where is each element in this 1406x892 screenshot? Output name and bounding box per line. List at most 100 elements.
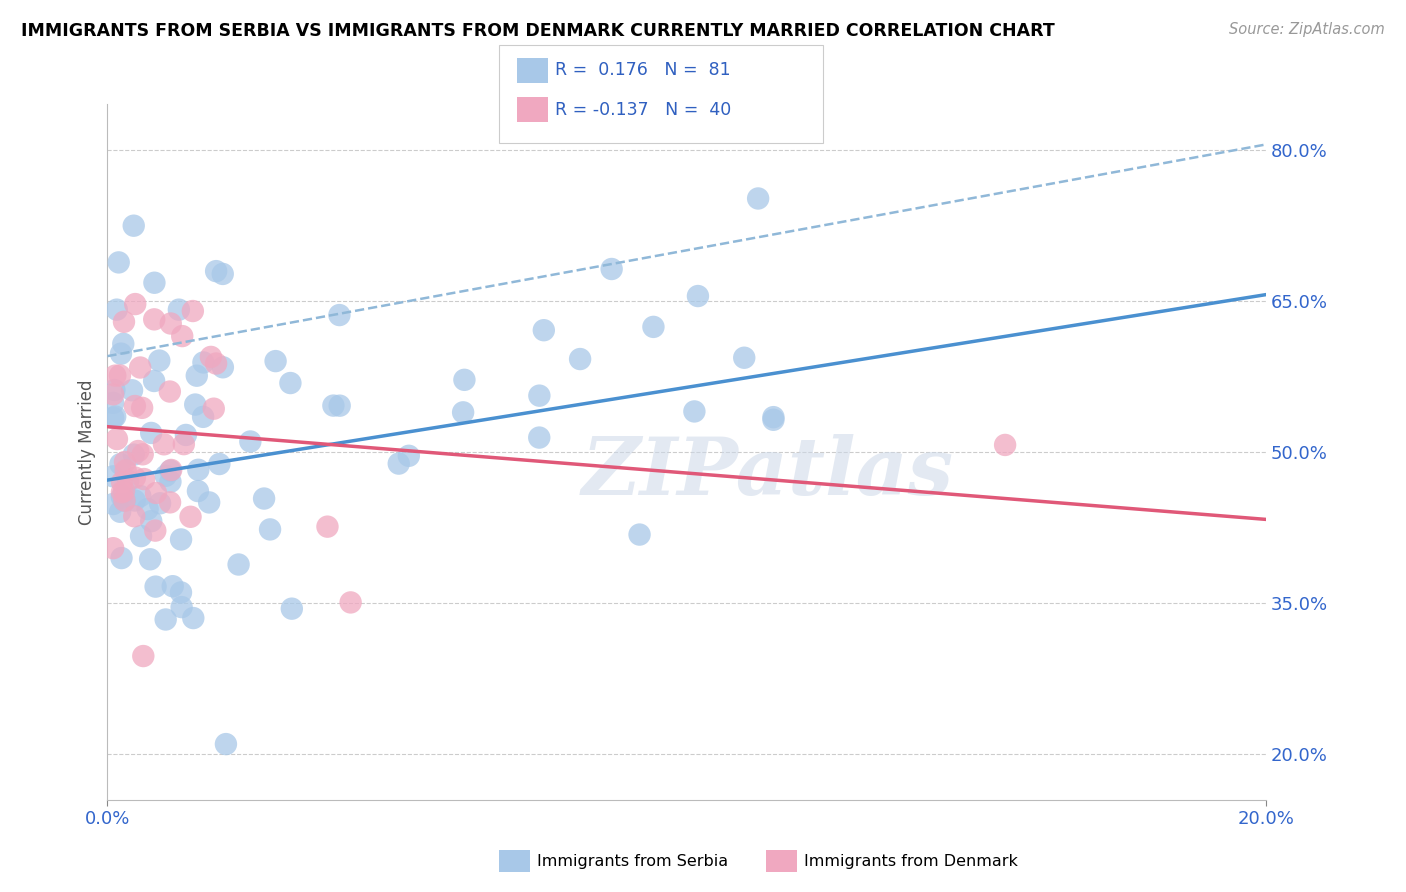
- Point: [136, 502, 159, 516]
- Point: [122, 509, 145, 524]
- Point: [322, 399, 344, 413]
- Point: [180, 509, 202, 524]
- Point: [167, 302, 190, 317]
- Point: [569, 352, 592, 367]
- Point: [215, 737, 238, 751]
- Point: [187, 463, 209, 477]
- Point: [398, 449, 420, 463]
- Point: [159, 384, 181, 399]
- Point: [112, 336, 135, 351]
- Text: ZIPatlas: ZIPatlas: [582, 434, 953, 511]
- Point: [148, 353, 170, 368]
- Point: [111, 475, 134, 490]
- Point: [131, 401, 153, 415]
- Point: [205, 264, 228, 278]
- Point: [108, 505, 131, 519]
- Point: [173, 437, 195, 451]
- Point: [104, 368, 127, 383]
- Point: [264, 354, 287, 368]
- Point: [181, 611, 204, 625]
- Point: [451, 405, 474, 419]
- Point: [112, 483, 135, 498]
- Point: [132, 447, 155, 461]
- Point: [388, 457, 411, 471]
- Y-axis label: Currently Married: Currently Married: [79, 379, 96, 524]
- Point: [104, 409, 127, 424]
- Point: [101, 541, 124, 556]
- Point: [160, 463, 183, 477]
- Point: [259, 523, 281, 537]
- Point: [129, 360, 152, 375]
- Point: [129, 489, 152, 503]
- Point: [200, 350, 222, 364]
- Text: IMMIGRANTS FROM SERBIA VS IMMIGRANTS FROM DENMARK CURRENTLY MARRIED CORRELATION : IMMIGRANTS FROM SERBIA VS IMMIGRANTS FRO…: [21, 22, 1054, 40]
- Point: [239, 434, 262, 449]
- Point: [733, 351, 755, 365]
- Point: [114, 493, 136, 508]
- Point: [600, 262, 623, 277]
- Point: [281, 601, 304, 615]
- Point: [111, 485, 134, 500]
- Point: [328, 308, 350, 322]
- Point: [103, 383, 125, 397]
- Point: [127, 444, 149, 458]
- Point: [114, 493, 136, 508]
- Point: [117, 474, 139, 488]
- Point: [110, 551, 132, 566]
- Point: [159, 475, 181, 489]
- Point: [529, 431, 551, 445]
- Point: [193, 355, 215, 369]
- Point: [212, 360, 235, 375]
- Point: [132, 472, 155, 486]
- Text: R =  0.176   N =  81: R = 0.176 N = 81: [555, 62, 731, 79]
- Point: [153, 437, 176, 451]
- Text: Immigrants from Serbia: Immigrants from Serbia: [537, 855, 728, 869]
- Point: [747, 192, 769, 206]
- Point: [280, 376, 302, 390]
- Point: [132, 648, 155, 663]
- Point: [114, 463, 136, 477]
- Point: [143, 312, 166, 326]
- Point: [202, 401, 225, 416]
- Point: [105, 432, 128, 446]
- Point: [628, 527, 651, 541]
- Point: [339, 595, 361, 609]
- Point: [101, 497, 124, 511]
- Point: [162, 579, 184, 593]
- Point: [186, 368, 208, 383]
- Point: [187, 484, 209, 499]
- Point: [124, 470, 146, 484]
- Point: [159, 464, 181, 478]
- Point: [159, 495, 181, 509]
- Point: [172, 329, 194, 343]
- Point: [174, 428, 197, 442]
- Point: [211, 267, 233, 281]
- Point: [141, 425, 163, 440]
- Point: [110, 346, 132, 360]
- Text: Source: ZipAtlas.com: Source: ZipAtlas.com: [1229, 22, 1385, 37]
- Point: [533, 323, 555, 337]
- Point: [122, 219, 145, 233]
- Point: [114, 455, 136, 469]
- Point: [124, 493, 146, 508]
- Point: [101, 387, 124, 401]
- Point: [149, 496, 172, 510]
- Point: [112, 315, 135, 329]
- Point: [683, 404, 706, 418]
- Point: [129, 529, 152, 543]
- Point: [101, 469, 124, 483]
- Point: [145, 580, 167, 594]
- Point: [107, 255, 129, 269]
- Point: [994, 438, 1017, 452]
- Point: [143, 524, 166, 538]
- Point: [111, 490, 134, 504]
- Point: [110, 457, 132, 471]
- Point: [170, 533, 193, 547]
- Point: [170, 600, 193, 615]
- Point: [145, 486, 167, 500]
- Point: [253, 491, 276, 506]
- Point: [762, 413, 785, 427]
- Point: [228, 558, 250, 572]
- Point: [205, 357, 228, 371]
- Point: [101, 410, 124, 425]
